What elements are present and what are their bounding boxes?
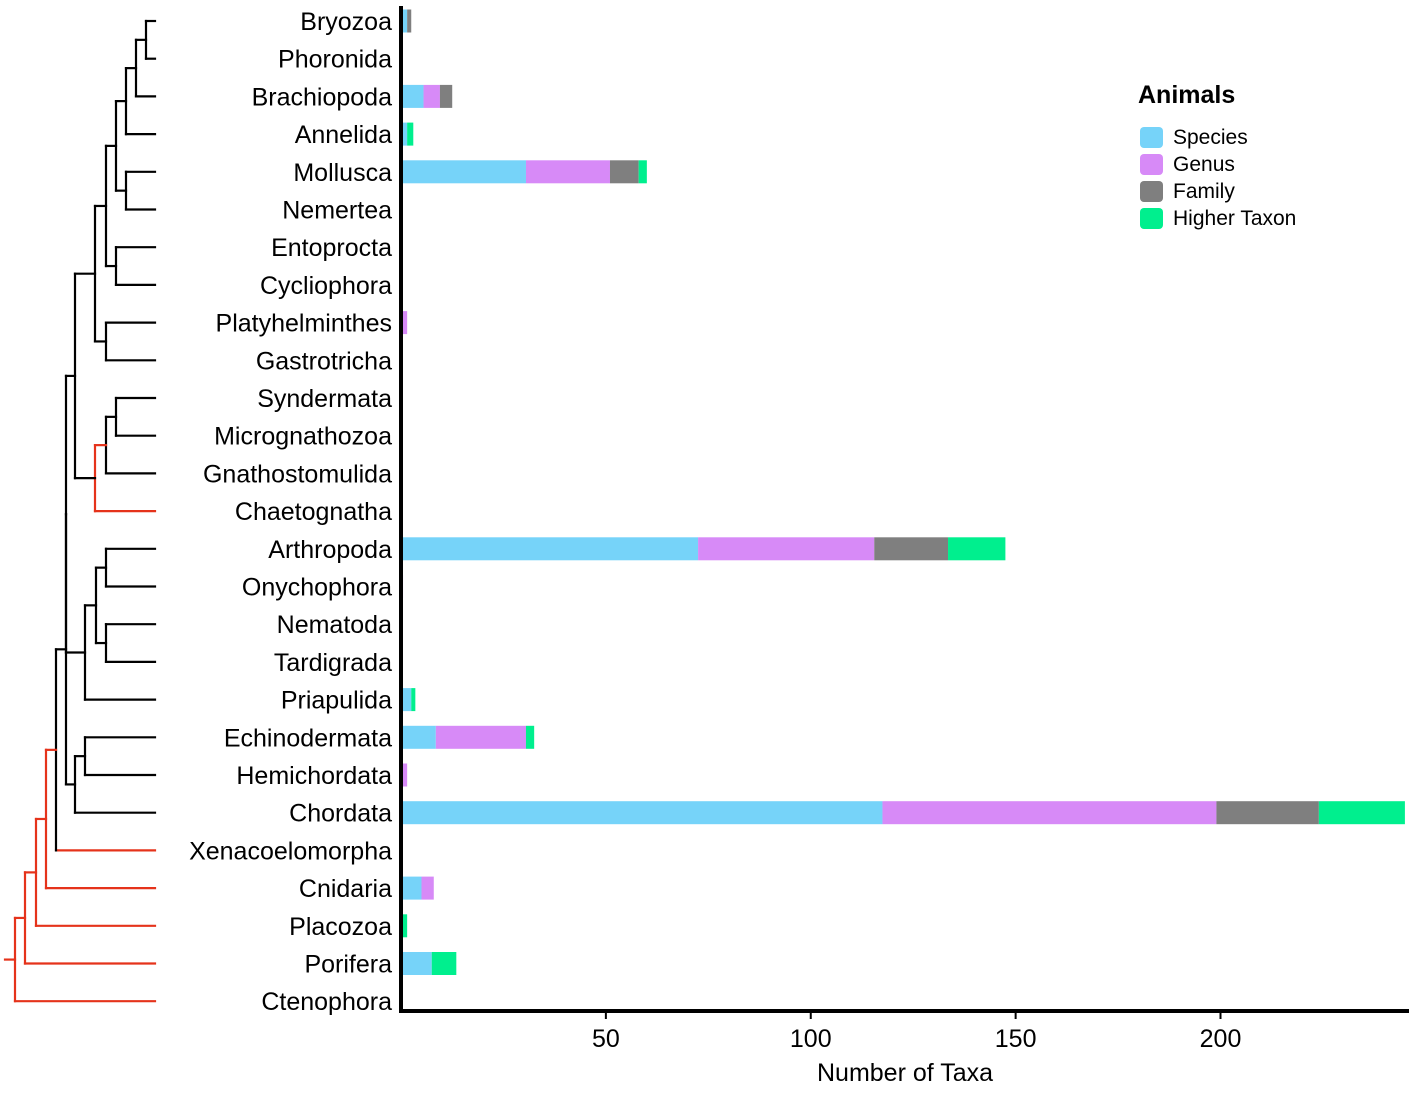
taxon-label-priapulida: Priapulida	[281, 687, 392, 715]
taxon-label-porifera: Porifera	[304, 951, 392, 979]
bar-echinodermata-genus	[435, 725, 526, 749]
bar-arthropoda-higher-taxon	[948, 537, 1006, 561]
bar-echinodermata-species	[401, 725, 436, 749]
stacked-bars	[401, 9, 1405, 975]
taxon-label-phoronida: Phoronida	[278, 46, 392, 74]
taxon-label-bryozoa: Bryozoa	[300, 8, 392, 36]
taxon-label-chaetognatha: Chaetognatha	[235, 498, 392, 526]
taxon-label-cnidaria: Cnidaria	[299, 875, 392, 903]
taxon-label-cycliophora: Cycliophora	[260, 272, 392, 300]
x-tick-label-150: 150	[995, 1025, 1037, 1053]
legend-label-species: Species	[1173, 126, 1248, 149]
bar-placozoa-higher-taxon	[401, 914, 408, 938]
taxon-label-chordata: Chordata	[289, 800, 392, 828]
bar-chordata-genus	[882, 801, 1217, 825]
bar-mollusca-genus	[525, 160, 610, 184]
taxon-label-tardigrada: Tardigrada	[274, 649, 392, 677]
taxon-label-annelida: Annelida	[295, 121, 392, 149]
bar-annelida-species	[401, 122, 408, 146]
taxon-label-ctenophora: Ctenophora	[261, 988, 392, 1016]
taxon-label-platyhelminthes: Platyhelminthes	[216, 310, 392, 338]
taxon-label-syndermata: Syndermata	[257, 385, 392, 413]
bar-chordata-higher-taxon	[1318, 801, 1405, 825]
bar-echinodermata-higher-taxon	[525, 725, 535, 749]
legend-label-genus: Genus	[1173, 153, 1235, 176]
taxon-labels: Bryozoa Phoronida Brachiopoda Annelida Mollu…	[189, 8, 392, 1016]
bar-mollusca-family	[609, 160, 639, 184]
legend-label-higher-taxon: Higher Taxon	[1173, 207, 1296, 230]
taxon-label-placozoa: Placozoa	[289, 913, 392, 941]
phylogenetic-tree	[3, 19, 157, 1003]
taxon-label-gnathostomulida: Gnathostomulida	[203, 460, 392, 488]
bar-chordata-family	[1216, 801, 1319, 825]
bar-porifera-species	[401, 952, 432, 975]
taxon-label-entoprocta: Entoprocta	[271, 234, 392, 262]
legend-swatch-species	[1140, 127, 1163, 148]
bar-priapulida-higher-taxon	[411, 688, 416, 712]
bar-mollusca-species	[401, 160, 526, 184]
taxon-label-brachiopoda: Brachiopoda	[252, 83, 392, 111]
bar-arthropoda-species	[401, 537, 699, 561]
bar-annelida-higher-taxon	[407, 122, 414, 146]
legend-label-family: Family	[1173, 180, 1235, 203]
legend: Animals Species Genus Family Higher Taxon	[1138, 81, 1296, 230]
taxon-label-echinodermata: Echinodermata	[224, 724, 392, 752]
bar-arthropoda-genus	[698, 537, 875, 561]
bar-brachiopoda-genus	[423, 84, 440, 108]
taxon-label-micrognathozoa: Micrognathozoa	[214, 423, 392, 451]
taxon-label-nemertea: Nemertea	[282, 197, 392, 225]
bar-brachiopoda-family	[439, 84, 453, 108]
bar-chordata-species	[401, 801, 883, 825]
taxon-label-mollusca: Mollusca	[293, 159, 392, 187]
bar-cnidaria-genus	[421, 876, 434, 900]
taxon-label-arthropoda: Arthropoda	[268, 536, 392, 564]
legend-swatch-genus	[1140, 154, 1163, 175]
bar-hemichordata-genus	[401, 763, 408, 787]
bar-priapulida-species	[401, 688, 412, 712]
taxon-label-nematoda: Nematoda	[277, 611, 392, 639]
legend-swatch-higher-taxon	[1140, 208, 1163, 229]
bar-bryozoa-family	[407, 9, 412, 33]
bar-arthropoda-family	[874, 537, 949, 561]
x-tick-label-200: 200	[1200, 1025, 1242, 1053]
bar-bryozoa-species	[401, 9, 408, 33]
taxon-label-hemichordata: Hemichordata	[236, 762, 392, 790]
legend-title: Animals	[1138, 81, 1235, 109]
bar-brachiopoda-species	[401, 84, 424, 108]
bar-cnidaria-species	[401, 876, 422, 900]
x-axis-title: Number of Taxa	[817, 1059, 993, 1087]
taxon-label-onychophora: Onychophora	[242, 574, 392, 602]
axes: 50 100 150 200 Number of Taxa	[399, 6, 1409, 1087]
legend-swatch-family	[1140, 181, 1163, 202]
x-tick-label-50: 50	[592, 1025, 620, 1053]
bar-mollusca-higher-taxon	[638, 160, 647, 184]
x-tick-label-100: 100	[790, 1025, 832, 1053]
taxon-label-gastrotricha: Gastrotricha	[256, 347, 392, 375]
taxon-label-xenacoelomorpha: Xenacoelomorpha	[189, 837, 392, 865]
bar-platyhelminthes-genus	[401, 311, 408, 335]
bar-porifera-higher-taxon	[431, 952, 457, 975]
